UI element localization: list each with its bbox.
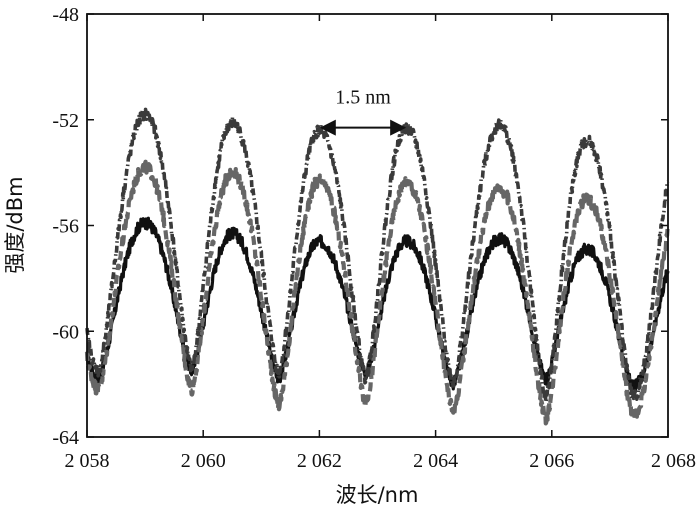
x-tick-label: 2 064 bbox=[413, 450, 458, 472]
series-peak-point bbox=[498, 237, 501, 240]
series-trough-point bbox=[451, 409, 455, 412]
series-trough-point bbox=[190, 388, 193, 391]
series-trough-point bbox=[97, 377, 100, 381]
series-trough-point bbox=[544, 417, 548, 420]
series-layer bbox=[84, 107, 671, 426]
x-tick-label: 2 068 bbox=[651, 450, 696, 472]
x-tick-label: 2 062 bbox=[297, 450, 342, 472]
series-peak-point bbox=[585, 139, 588, 143]
x-tick-label: 2 066 bbox=[529, 450, 574, 472]
series-peak-point bbox=[231, 171, 234, 174]
series-peak-point bbox=[498, 187, 501, 190]
series-peak-point bbox=[405, 182, 408, 185]
series-peak-point bbox=[143, 221, 147, 225]
series-peak-point bbox=[585, 248, 588, 251]
y-axis-title: 强度/dBm bbox=[3, 176, 27, 273]
series-peak-point bbox=[405, 240, 408, 243]
series-peak-point bbox=[143, 113, 147, 116]
series-trough-point bbox=[451, 382, 455, 386]
series-trough-point bbox=[190, 367, 193, 370]
series-peak-point bbox=[318, 129, 321, 132]
series-trough-point bbox=[364, 377, 368, 381]
plot-frame bbox=[86, 13, 669, 438]
spacing-annotation-label: 1.5 nm bbox=[335, 87, 391, 109]
series-peak-point bbox=[231, 121, 234, 124]
y-tick-label: -48 bbox=[52, 4, 79, 26]
series-peak-point bbox=[585, 197, 588, 201]
series-line-dashed bbox=[84, 159, 671, 426]
series-peak-point bbox=[318, 179, 321, 182]
series-peak-point bbox=[318, 240, 321, 243]
x-tick-label: 2 060 bbox=[181, 450, 226, 472]
series-trough-point bbox=[277, 404, 280, 407]
x-tick-label: 2 058 bbox=[65, 450, 110, 472]
series-trough-point bbox=[97, 369, 100, 373]
series-peak-point bbox=[498, 123, 501, 127]
series-trough-point bbox=[544, 396, 548, 399]
series-trough-point bbox=[364, 401, 368, 404]
annotation-layer: 1.5 nm bbox=[319, 87, 407, 136]
series-peak-point bbox=[143, 166, 147, 169]
series-trough-point bbox=[631, 396, 635, 399]
x-axis-title: 波长/nm bbox=[336, 483, 419, 507]
y-tick-label: -60 bbox=[52, 321, 79, 343]
series-trough-point bbox=[97, 388, 100, 391]
series-peak-point bbox=[231, 232, 234, 235]
series-peak-point bbox=[405, 126, 408, 129]
series-trough-point bbox=[544, 377, 548, 381]
axes-layer: 2 058 2 060 2 062 2 064 2 066 2 068 -64 -60 -56 -… bbox=[52, 4, 696, 472]
series-line-dash-dot bbox=[85, 107, 670, 404]
y-tick-label: -52 bbox=[52, 110, 79, 132]
series-trough-point bbox=[631, 414, 635, 418]
y-tick-label: -56 bbox=[52, 216, 79, 238]
series-trough-point bbox=[277, 372, 280, 375]
y-tick-label: -64 bbox=[52, 427, 79, 449]
